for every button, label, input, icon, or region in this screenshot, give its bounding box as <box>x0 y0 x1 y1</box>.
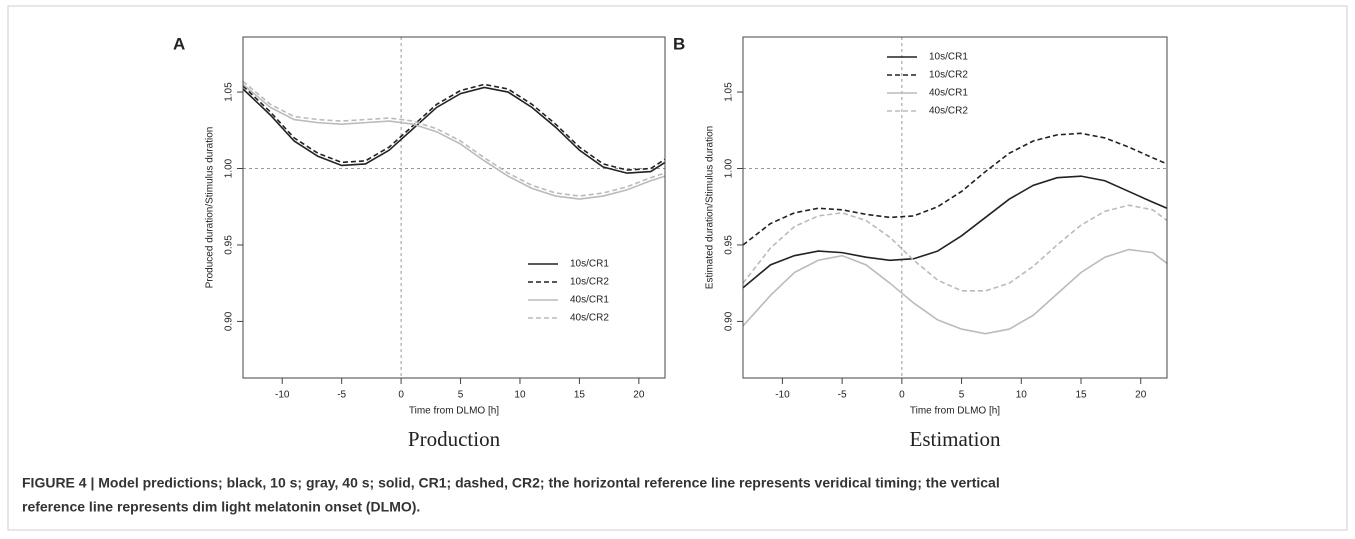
y-tick-label: 1.05 <box>224 82 235 102</box>
legend-label: 40s/CR1 <box>929 88 968 99</box>
legend-label: 10s/CR2 <box>570 277 609 288</box>
series-line <box>742 132 1168 246</box>
legend-label: 40s/CR1 <box>570 295 609 306</box>
caption: FIGURE 4 | Model predictions; black, 10 … <box>22 475 1000 491</box>
plot-frame <box>742 36 1168 379</box>
x-tick-label: 15 <box>1075 390 1087 401</box>
legend-label: 40s/CR2 <box>929 106 968 117</box>
y-tick-label: 0.95 <box>224 235 235 255</box>
x-tick-label: -10 <box>775 390 790 401</box>
caption: reference line represents dim light mela… <box>22 499 420 515</box>
legend-label: 40s/CR2 <box>570 313 609 324</box>
x-tick-label: 10 <box>514 390 526 401</box>
x-tick-label: 20 <box>633 390 645 401</box>
x-axis-label: Time from DLMO [h] <box>910 406 1000 417</box>
legend-label: 10s/CR1 <box>929 52 968 63</box>
figure-border <box>7 5 1348 531</box>
series-line <box>242 86 666 174</box>
series-line <box>242 83 666 200</box>
plot-frame <box>242 36 666 379</box>
y-tick-label: 0.90 <box>224 311 235 331</box>
x-tick-label: 5 <box>959 390 965 401</box>
y-tick-label: 1.00 <box>224 158 235 178</box>
y-axis-label: Produced duration/Stimulus duration <box>205 127 216 289</box>
panel-subtitle: Production <box>408 427 501 451</box>
y-tick-label: 0.90 <box>724 311 735 331</box>
x-tick-label: 20 <box>1135 390 1147 401</box>
x-tick-label: 15 <box>574 390 586 401</box>
y-tick-label: 1.00 <box>724 158 735 178</box>
series-line <box>742 248 1168 335</box>
panel-label: A <box>173 34 185 53</box>
x-tick-label: 0 <box>398 390 404 401</box>
x-tick-label: -5 <box>337 390 346 401</box>
x-tick-label: 5 <box>458 390 464 401</box>
x-tick-label: -5 <box>838 390 847 401</box>
y-tick-label: 1.05 <box>724 82 735 102</box>
series-line <box>742 204 1168 292</box>
x-tick-label: -10 <box>275 390 290 401</box>
series-line <box>742 175 1168 289</box>
x-tick-label: 0 <box>899 390 905 401</box>
y-axis-label: Estimated duration/Stimulus duration <box>705 126 716 289</box>
panel-subtitle: Estimation <box>910 427 1001 451</box>
legend-label: 10s/CR2 <box>929 70 968 81</box>
x-axis-label: Time from DLMO [h] <box>409 406 499 417</box>
panel-label: B <box>673 34 685 53</box>
x-tick-label: 10 <box>1016 390 1028 401</box>
series-line <box>242 80 666 197</box>
y-tick-label: 0.95 <box>724 235 735 255</box>
legend-label: 10s/CR1 <box>570 259 609 270</box>
